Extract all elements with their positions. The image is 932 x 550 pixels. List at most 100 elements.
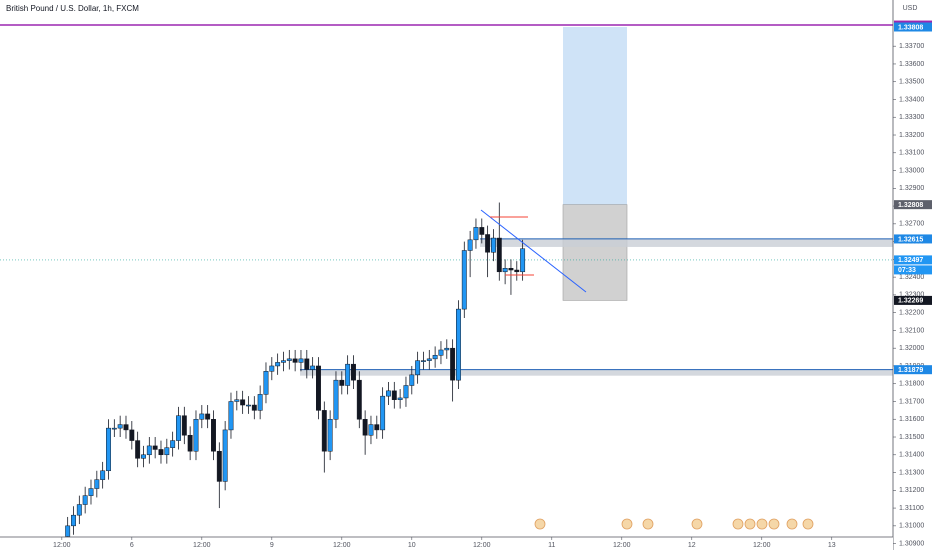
countdown-box bbox=[894, 265, 932, 275]
candle-body bbox=[211, 419, 216, 452]
candle-body bbox=[391, 390, 397, 400]
candle-body bbox=[339, 379, 345, 386]
y-tick-label: 1.33600 bbox=[899, 61, 924, 68]
x-tick-label: 10 bbox=[408, 542, 416, 549]
y-tick-label: 1.31600 bbox=[899, 416, 924, 423]
candle-body bbox=[368, 424, 374, 436]
candle-body bbox=[158, 449, 164, 456]
candle-body bbox=[316, 365, 321, 411]
y-tick-label: 1.33400 bbox=[899, 96, 924, 103]
y-tick-label: 1.33100 bbox=[899, 150, 924, 157]
candle-body bbox=[111, 427, 117, 430]
candle-body bbox=[246, 404, 251, 407]
target-zone bbox=[563, 27, 627, 205]
candle-body bbox=[123, 424, 129, 431]
y-tick-label: 1.32900 bbox=[899, 185, 924, 192]
chart-title: British Pound / U.S. Dollar, 1h, FXCM bbox=[6, 4, 139, 13]
candle-body bbox=[152, 445, 158, 450]
x-tick-label: 6 bbox=[130, 542, 134, 549]
candle-body bbox=[286, 358, 292, 361]
candle-body bbox=[257, 394, 263, 411]
price-tag-label: 1.32808 bbox=[898, 202, 923, 209]
candle-body bbox=[502, 267, 508, 273]
y-tick-label: 1.30900 bbox=[899, 540, 924, 547]
y-tick-label: 1.32200 bbox=[899, 310, 924, 317]
event-icon bbox=[786, 518, 798, 530]
y-tick-label: 1.33000 bbox=[899, 167, 924, 174]
candle-body bbox=[491, 237, 496, 253]
event-icon bbox=[732, 518, 744, 530]
candle-body bbox=[146, 445, 152, 456]
candle-body bbox=[397, 397, 403, 400]
candle-body bbox=[386, 390, 391, 397]
candle-body bbox=[94, 479, 100, 489]
y-tick-label: 1.32000 bbox=[899, 345, 924, 352]
candle-body bbox=[298, 358, 304, 363]
price-tag bbox=[894, 22, 932, 32]
y-tick-label: 1.32300 bbox=[899, 292, 924, 299]
y-tick-label: 1.33700 bbox=[899, 43, 924, 50]
y-tick-label: 1.31400 bbox=[899, 452, 924, 459]
event-icon bbox=[744, 518, 756, 530]
candle-body bbox=[88, 488, 94, 496]
candle-body bbox=[275, 362, 281, 367]
candle-body bbox=[461, 250, 467, 310]
candle-body bbox=[176, 415, 181, 441]
candle-body bbox=[304, 358, 310, 370]
candle-body bbox=[496, 237, 502, 273]
y-tick-label: 1.31700 bbox=[899, 398, 924, 405]
price-tag bbox=[894, 234, 932, 244]
candle-body bbox=[187, 434, 193, 452]
y-tick-label: 1.31100 bbox=[899, 505, 924, 512]
y-tick-label: 1.32700 bbox=[899, 221, 924, 228]
price-tag bbox=[894, 255, 932, 265]
event-icons bbox=[534, 518, 814, 530]
countdown: 07:33 bbox=[898, 267, 916, 274]
candle-body bbox=[356, 379, 362, 420]
candle-body bbox=[473, 227, 479, 241]
price-tag-label: 1.32497 bbox=[898, 257, 923, 264]
candle-body bbox=[181, 415, 187, 436]
candle-body bbox=[345, 363, 351, 386]
candle-body bbox=[432, 355, 438, 360]
candle-body bbox=[199, 413, 205, 420]
y-tick-label: 1.33500 bbox=[899, 79, 924, 86]
event-icon bbox=[621, 518, 633, 530]
y-tick-label: 1.31200 bbox=[899, 487, 924, 494]
candle-body bbox=[228, 401, 234, 431]
candle-body bbox=[321, 410, 327, 452]
candle-body bbox=[426, 358, 432, 361]
candle-body bbox=[362, 419, 368, 436]
candles bbox=[65, 202, 526, 546]
candle-body bbox=[485, 234, 491, 253]
axes: 1.30900 1.31000 1.31100 1.31200 1.31300 1.314… bbox=[53, 20, 932, 549]
event-icon bbox=[534, 518, 546, 530]
candle-body bbox=[76, 504, 82, 516]
candle-body bbox=[456, 308, 461, 381]
candle-body bbox=[117, 424, 123, 429]
event-icon bbox=[802, 518, 814, 530]
candle-body bbox=[409, 374, 415, 386]
candle-body bbox=[129, 429, 135, 441]
candle-body bbox=[164, 447, 170, 456]
x-tick-label: 12:00 bbox=[753, 542, 771, 549]
candle-body bbox=[351, 363, 356, 381]
x-tick-label: 13 bbox=[828, 542, 836, 549]
candle-body bbox=[234, 399, 240, 402]
candle-body bbox=[444, 347, 450, 351]
x-tick-label: 11 bbox=[548, 542, 555, 549]
stop-zone bbox=[562, 204, 628, 301]
y-tick-label: 1.31800 bbox=[899, 381, 924, 388]
candle-body bbox=[141, 454, 146, 459]
x-tick-label: 12:00 bbox=[613, 542, 631, 549]
candle-body bbox=[421, 360, 426, 362]
candle-body bbox=[520, 248, 526, 273]
y-tick-label: 1.31000 bbox=[899, 523, 924, 530]
price-tag-label: 1.32615 bbox=[898, 236, 923, 243]
x-tick-label: 9 bbox=[270, 542, 274, 549]
price-tag-label: 1.31879 bbox=[898, 367, 923, 374]
x-tick-label: 12:00 bbox=[333, 542, 351, 549]
candle-body bbox=[106, 427, 111, 472]
price-tag bbox=[894, 200, 932, 210]
